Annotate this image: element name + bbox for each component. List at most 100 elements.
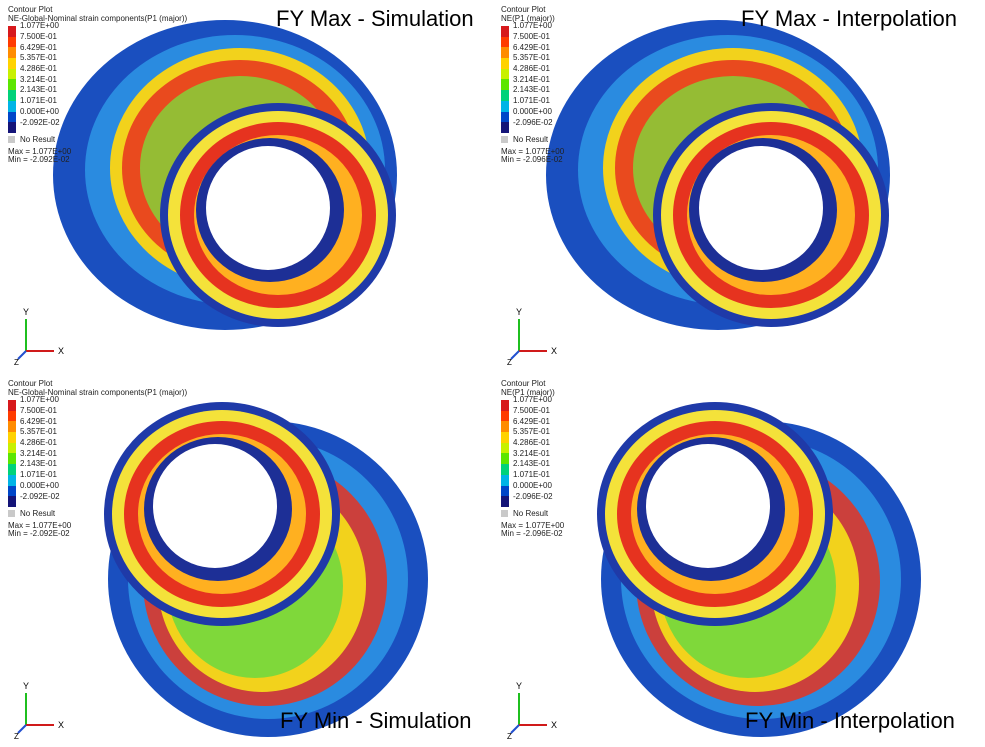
legend-swatch: [8, 410, 16, 422]
legend-swatch: [501, 432, 509, 443]
panel-title: FY Min - Simulation: [280, 708, 472, 733]
legend-swatch: [501, 79, 509, 91]
legend-swatch: [8, 68, 16, 80]
legend-level: 4.286E-01: [513, 438, 550, 448]
legend-swatch: [8, 485, 16, 497]
legend-title: Contour Plot: [501, 379, 546, 388]
legend-swatch: [501, 496, 509, 507]
legend-swatch: [501, 47, 509, 59]
legend-swatch: [501, 36, 509, 48]
legend-level: 5.357E-01: [513, 53, 550, 63]
legend-level: 1.071E-01: [513, 470, 550, 480]
axis-y-label: Y: [23, 307, 29, 317]
legend-level: 1.077E+00: [513, 21, 552, 31]
legend-level: 0.000E+00: [513, 480, 552, 490]
axis-x-label: X: [551, 346, 557, 356]
panel-fy-max-interpolation: FY Max - Interpolation Contour Plot NE(P…: [493, 0, 985, 373]
legend-level: 6.429E-01: [20, 416, 57, 426]
no-result-label: No Result: [20, 134, 56, 144]
legend-min: Min = -2.096E-02: [501, 154, 563, 164]
panel-title: FY Min - Interpolation: [745, 708, 955, 733]
legend-swatch: [8, 90, 16, 101]
legend-no-result: No Result: [8, 134, 187, 144]
axis-y-label: Y: [516, 681, 522, 691]
legend-level: 2.143E-01: [20, 85, 57, 95]
legend-max: Max = 1.077E+00: [501, 146, 565, 156]
legend-level: 7.500E-01: [20, 32, 57, 42]
legend-level: 5.357E-01: [20, 427, 57, 437]
legend-level: 2.143E-01: [20, 459, 57, 469]
legend-level: 7.500E-01: [513, 32, 550, 42]
axis-z-label: Z: [14, 358, 19, 365]
legend-level: 1.071E-01: [513, 96, 550, 106]
legend-level: 0.000E+00: [20, 480, 59, 490]
legend-no-result: No Result: [8, 508, 187, 518]
legend-title: Contour Plot: [8, 379, 53, 388]
legend-subtitle: NE(P1 (major)): [501, 388, 555, 397]
no-result-label: No Result: [20, 508, 56, 518]
axis-x-label: X: [58, 346, 64, 356]
axis-triad-icon: Y X Z: [14, 307, 64, 365]
legend-min: Min = -2.092E-02: [8, 528, 70, 538]
axis-z-label: Z: [14, 732, 19, 739]
contour-model-view: [53, 20, 397, 330]
legend-level: 0.000E+00: [513, 106, 552, 116]
legend-level: 7.500E-01: [20, 406, 57, 416]
legend-swatch: [8, 400, 16, 411]
legend-swatch: [8, 496, 16, 507]
legend-level: 1.077E+00: [513, 395, 552, 405]
contour-legend: Contour Plot NE-Global-Nominal strain co…: [8, 6, 187, 164]
contour-legend: Contour Plot NE(P1 (major)) 1.077E+00 7.…: [501, 380, 564, 538]
contour-legend: Contour Plot NE(P1 (major)) 1.077E+00 7.…: [501, 6, 564, 164]
legend-level: 5.357E-01: [20, 53, 57, 63]
legend-level: 0.000E+00: [20, 106, 59, 116]
legend-swatch: [501, 421, 509, 433]
axis-z-label: Z: [507, 732, 512, 739]
legend-level: 6.429E-01: [20, 42, 57, 52]
legend-min: Min = -2.096E-02: [501, 528, 563, 538]
axis-x-label: X: [58, 720, 64, 730]
legend-level: 3.214E-01: [513, 448, 550, 458]
legend-swatch: [501, 400, 509, 411]
legend-max: Max = 1.077E+00: [8, 520, 72, 530]
legend-level: 4.286E-01: [20, 438, 57, 448]
legend-level: -2.096E-02: [513, 491, 553, 501]
axis-triad-icon: Y X Z: [14, 681, 64, 739]
legend-swatch: [501, 68, 509, 80]
legend-level: -2.092E-02: [20, 117, 60, 127]
legend-level: 1.077E+00: [20, 395, 59, 405]
legend-level: 4.286E-01: [20, 64, 57, 74]
legend-level: -2.096E-02: [513, 117, 553, 127]
legend-swatch: [8, 432, 16, 443]
legend-level: -2.092E-02: [20, 491, 60, 501]
contour-model-view: [546, 20, 890, 330]
legend-min: Min = -2.092E-02: [8, 154, 70, 164]
legend-swatch: [501, 464, 509, 475]
legend-level: 1.077E+00: [20, 21, 59, 31]
legend-level: 6.429E-01: [513, 416, 550, 426]
contour-model-view: [104, 402, 428, 737]
legend-level: 3.214E-01: [20, 74, 57, 84]
panel-fy-max-simulation: FY Max - Simulation Contour Plot NE-Glob…: [0, 0, 492, 373]
legend-swatch: [501, 442, 509, 454]
legend-subtitle: NE(P1 (major)): [501, 14, 555, 23]
legend-swatch: [8, 474, 16, 486]
axis-z-label: Z: [507, 358, 512, 365]
legend-swatch: [501, 474, 509, 486]
legend-swatch: [501, 26, 509, 37]
legend-scale: 1.077E+00 7.500E-01 6.429E-01 5.357E-01 …: [501, 22, 564, 133]
legend-swatch: [8, 111, 16, 123]
no-result-swatch: [501, 136, 508, 144]
legend-level: 3.214E-01: [20, 448, 57, 458]
legend-swatch: [8, 421, 16, 433]
legend-scale: 1.077E+00 7.500E-01 6.429E-01 5.357E-01 …: [8, 22, 187, 133]
axis-triad-icon: Y X Z: [507, 307, 557, 365]
no-result-swatch: [501, 510, 508, 518]
contour-model-view: [597, 402, 921, 737]
legend-level: 5.357E-01: [513, 427, 550, 437]
legend-swatch: [8, 47, 16, 59]
axis-x-label: X: [551, 720, 557, 730]
legend-swatch: [8, 58, 16, 69]
axis-y-label: Y: [23, 681, 29, 691]
legend-swatch: [8, 36, 16, 48]
